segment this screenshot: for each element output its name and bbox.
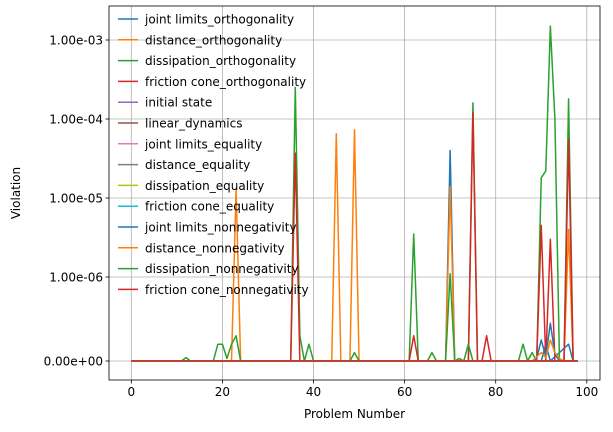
y-tick-label: 1.00e-03 <box>49 34 103 48</box>
y-tick-label: 1.00e-05 <box>49 192 103 206</box>
y-tick-label: 1.00e-06 <box>49 271 103 285</box>
x-tick-label: 40 <box>306 385 321 399</box>
legend-label: joint limits_equality <box>144 137 262 151</box>
x-tick-label: 100 <box>575 385 598 399</box>
legend-label: joint limits_nonnegativity <box>144 221 297 235</box>
legend-label: friction cone_orthogonality <box>145 75 306 89</box>
legend-label: friction cone_nonnegativity <box>145 283 309 297</box>
y-tick-label: 1.00e-04 <box>49 113 103 127</box>
y-axis-ticks: 0.00e+00 1.00e-06 1.00e-05 1.00e-04 1.00e-03 <box>44 34 109 369</box>
legend: joint limits_orthogonality distance_ortho… <box>118 13 309 297</box>
y-axis-label: Violation <box>9 167 23 219</box>
legend-label: dissipation_nonnegativity <box>145 262 299 276</box>
legend-label: dissipation_equality <box>145 179 264 193</box>
plot-lines <box>131 25 578 362</box>
legend-label: distance_orthogonality <box>145 33 282 47</box>
legend-label: dissipation_orthogonality <box>145 54 296 68</box>
legend-label: initial state <box>145 96 212 110</box>
x-tick-label: 80 <box>488 385 503 399</box>
series-line-11 <box>131 339 578 362</box>
series-line-10 <box>131 322 578 362</box>
x-tick-label: 60 <box>397 385 412 399</box>
y-tick-label: 0.00e+00 <box>44 355 103 369</box>
legend-label: linear_dynamics <box>145 117 243 131</box>
x-tick-label: 0 <box>127 385 135 399</box>
legend-label: joint limits_orthogonality <box>144 13 294 27</box>
plot-frame <box>108 5 601 381</box>
x-axis-ticks: 0 20 40 60 80 100 <box>127 380 598 399</box>
legend-label: distance_equality <box>145 158 250 172</box>
x-tick-label: 20 <box>215 385 230 399</box>
legend-label: distance_nonnegativity <box>145 241 285 255</box>
x-axis-label: Problem Number <box>304 407 405 421</box>
legend-label: friction cone_equality <box>145 200 274 214</box>
